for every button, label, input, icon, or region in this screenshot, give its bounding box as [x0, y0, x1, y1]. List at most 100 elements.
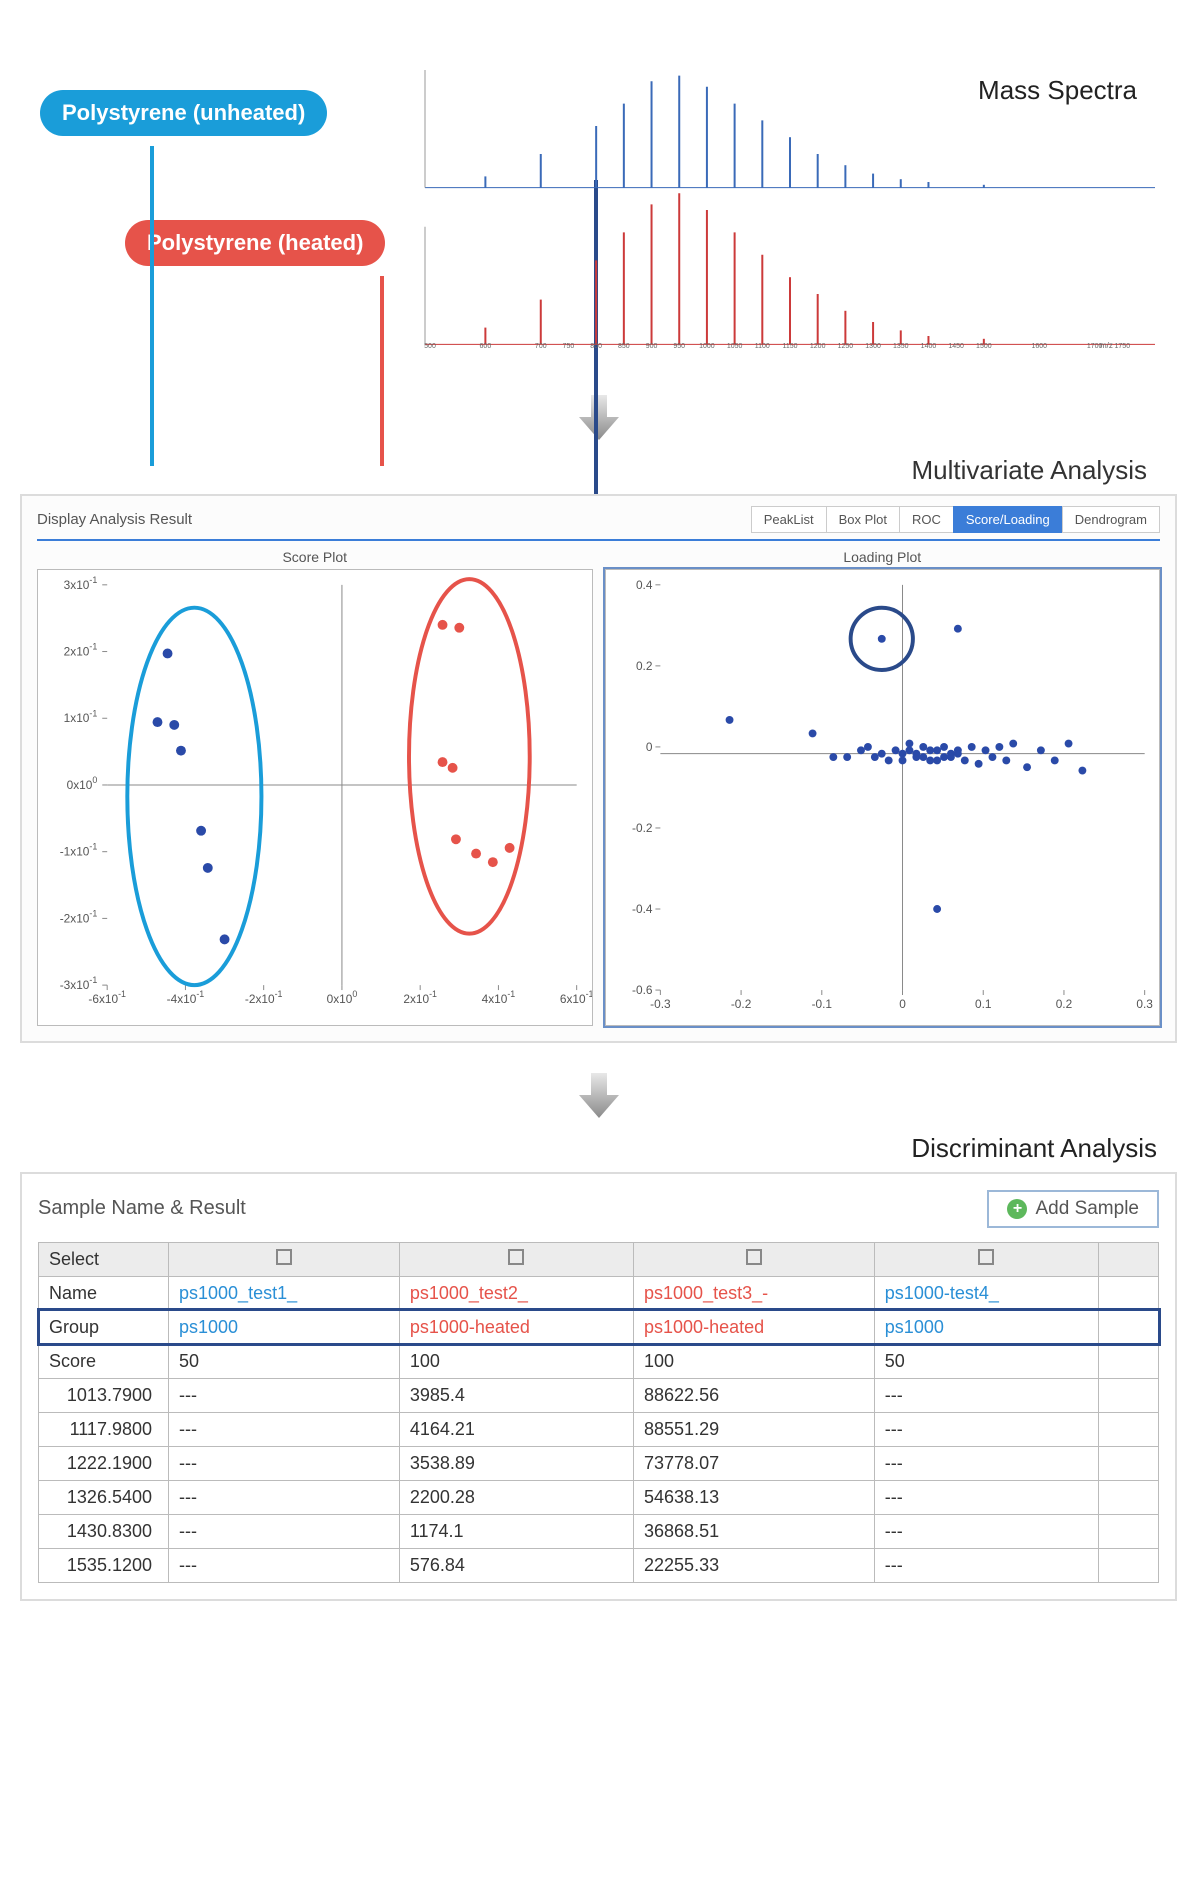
- mv-header-title: Display Analysis Result: [37, 511, 192, 528]
- cell-value: 22255.33: [634, 1548, 875, 1582]
- cell-mz: 1013.7900: [39, 1378, 169, 1412]
- row-score: Score5010010050: [39, 1344, 1159, 1378]
- cell-value: 3538.89: [399, 1446, 633, 1480]
- svg-text:800: 800: [590, 343, 602, 350]
- tab-box-plot[interactable]: Box Plot: [826, 506, 900, 533]
- cell-value: 54638.13: [634, 1480, 875, 1514]
- svg-text:-0.6: -0.6: [632, 983, 653, 997]
- cell-group: ps1000: [169, 1310, 400, 1344]
- cell-value: ---: [169, 1548, 400, 1582]
- cell-value: 88551.29: [634, 1412, 875, 1446]
- tab-peaklist[interactable]: PeakList: [751, 506, 827, 533]
- score-plot-wrap: Score Plot -6x10-1-4x10-1-2x10-10x1002x1…: [37, 549, 593, 1026]
- svg-text:-0.4: -0.4: [632, 902, 653, 916]
- col-checkbox[interactable]: [399, 1242, 633, 1276]
- svg-text:0: 0: [899, 997, 906, 1011]
- cell-mz: 1430.8300: [39, 1514, 169, 1548]
- svg-text:600: 600: [480, 343, 492, 350]
- svg-text:-0.2: -0.2: [632, 821, 652, 835]
- cell-group: ps1000: [874, 1310, 1098, 1344]
- cell-score: 100: [634, 1344, 875, 1378]
- tab-roc[interactable]: ROC: [899, 506, 954, 533]
- col-checkbox[interactable]: [169, 1242, 400, 1276]
- cell-value: 2200.28: [399, 1480, 633, 1514]
- svg-text:0.3: 0.3: [1136, 997, 1153, 1011]
- svg-text:500: 500: [424, 343, 436, 350]
- cell-score: 50: [874, 1344, 1098, 1378]
- cell-name[interactable]: ps1000-test4_: [874, 1276, 1098, 1310]
- badge-unheated: Polystyrene (unheated): [40, 90, 327, 136]
- cell-value: ---: [874, 1378, 1098, 1412]
- row-group: Groupps1000ps1000-heatedps1000-heatedps1…: [39, 1310, 1159, 1344]
- svg-text:1000: 1000: [699, 343, 715, 350]
- add-sample-label: Add Sample: [1035, 1198, 1139, 1220]
- tab-score-loading[interactable]: Score/Loading: [953, 506, 1063, 533]
- disc-panel-title: Sample Name & Result: [38, 1197, 246, 1220]
- svg-text:900: 900: [646, 343, 658, 350]
- connector-red: [380, 276, 384, 466]
- cell-name[interactable]: ps1000_test2_: [399, 1276, 633, 1310]
- multivariate-panel: Display Analysis Result PeakListBox Plot…: [20, 494, 1177, 1043]
- svg-text:-0.1: -0.1: [811, 997, 832, 1011]
- cell-value: 3985.4: [399, 1378, 633, 1412]
- cell-value: ---: [874, 1514, 1098, 1548]
- svg-text:-4x10-1: -4x10-1: [167, 989, 205, 1006]
- cell-value: 36868.51: [634, 1514, 875, 1548]
- loading-plot-title: Loading Plot: [605, 549, 1161, 565]
- row-name: Nameps1000_test1_ps1000_test2_ps1000_tes…: [39, 1276, 1159, 1310]
- title-discriminant: Discriminant Analysis: [911, 1133, 1157, 1163]
- cell-name[interactable]: ps1000_test1_: [169, 1276, 400, 1310]
- svg-text:1050: 1050: [727, 343, 743, 350]
- table-row: 1222.1900---3538.8973778.07---: [39, 1446, 1159, 1480]
- discriminant-panel: Sample Name & Result + Add Sample Select…: [20, 1172, 1177, 1601]
- cell-value: 1174.1: [399, 1514, 633, 1548]
- col-checkbox[interactable]: [634, 1242, 875, 1276]
- cell-value: ---: [169, 1480, 400, 1514]
- score-plot[interactable]: -6x10-1-4x10-1-2x10-10x1002x10-14x10-16x…: [37, 569, 593, 1026]
- add-sample-button[interactable]: + Add Sample: [987, 1190, 1159, 1228]
- table-row: 1326.5400---2200.2854638.13---: [39, 1480, 1159, 1514]
- svg-text:1400: 1400: [921, 343, 937, 350]
- svg-text:850: 850: [618, 343, 630, 350]
- arrow-icon: [579, 1073, 619, 1118]
- cell-mz: 1117.9800: [39, 1412, 169, 1446]
- cell-name[interactable]: ps1000_test3_-: [634, 1276, 875, 1310]
- cell-value: ---: [874, 1446, 1098, 1480]
- cell-value: ---: [169, 1514, 400, 1548]
- svg-text:0x100: 0x100: [327, 989, 358, 1006]
- svg-text:4x10-1: 4x10-1: [482, 989, 516, 1006]
- col-checkbox[interactable]: [874, 1242, 1098, 1276]
- cell-group: ps1000-heated: [399, 1310, 633, 1344]
- svg-text:750: 750: [563, 343, 575, 350]
- svg-text:-0.2: -0.2: [730, 997, 750, 1011]
- svg-text:0: 0: [645, 740, 652, 754]
- table-row: 1013.7900---3985.488622.56---: [39, 1378, 1159, 1412]
- svg-text:0.1: 0.1: [974, 997, 991, 1011]
- cell-mz: 1222.1900: [39, 1446, 169, 1480]
- svg-text:1450: 1450: [948, 343, 964, 350]
- tab-dendrogram[interactable]: Dendrogram: [1062, 506, 1160, 533]
- svg-text:2x10-1: 2x10-1: [64, 642, 98, 659]
- top-region: Polystyrene (unheated) Polystyrene (heat…: [20, 30, 1177, 380]
- svg-text:1x10-1: 1x10-1: [64, 708, 98, 725]
- tab-row: PeakListBox PlotROCScore/LoadingDendrogr…: [752, 506, 1160, 533]
- svg-text:1500: 1500: [976, 343, 992, 350]
- mass-spectra-chart: 5006007007508008509009501000105011001150…: [400, 70, 1160, 350]
- table-row: 1117.9800---4164.2188551.29---: [39, 1412, 1159, 1446]
- loading-plot[interactable]: -0.3-0.2-0.100.10.20.3-0.6-0.4-0.200.20.…: [605, 569, 1161, 1026]
- svg-text:1300: 1300: [865, 343, 881, 350]
- cell-group: ps1000-heated: [634, 1310, 875, 1344]
- svg-text:-1x10-1: -1x10-1: [60, 842, 98, 859]
- cell-value: 88622.56: [634, 1378, 875, 1412]
- discriminant-table: SelectNameps1000_test1_ps1000_test2_ps10…: [38, 1242, 1159, 1583]
- svg-text:1600: 1600: [1031, 343, 1047, 350]
- plus-icon: +: [1007, 1199, 1027, 1219]
- svg-text:1100: 1100: [755, 343, 770, 350]
- cell-score: 100: [399, 1344, 633, 1378]
- svg-text:-0.3: -0.3: [650, 997, 671, 1011]
- cell-value: ---: [874, 1548, 1098, 1582]
- svg-text:700: 700: [535, 343, 547, 350]
- cell-value: ---: [169, 1446, 400, 1480]
- svg-text:-2x10-1: -2x10-1: [245, 989, 283, 1006]
- score-plot-title: Score Plot: [37, 549, 593, 565]
